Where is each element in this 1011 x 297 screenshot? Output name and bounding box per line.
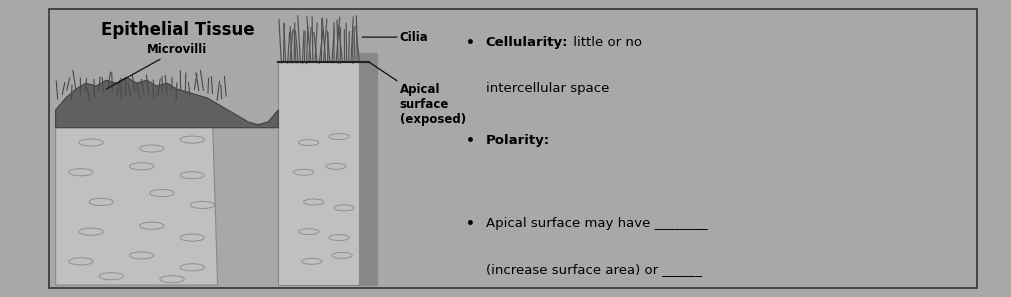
Text: Cilia: Cilia — [362, 31, 428, 44]
Text: intercellular space: intercellular space — [485, 82, 609, 95]
Bar — [278, 62, 364, 285]
Text: •: • — [465, 217, 474, 231]
Text: Cellularity:: Cellularity: — [485, 36, 568, 49]
Text: Epithelial Tissue: Epithelial Tissue — [101, 21, 255, 39]
Text: little or no: little or no — [568, 36, 641, 49]
Text: Microvilli: Microvilli — [106, 43, 207, 89]
Polygon shape — [56, 77, 278, 128]
Text: Apical
surface
(exposed): Apical surface (exposed) — [369, 62, 465, 126]
Polygon shape — [56, 104, 217, 285]
Text: •: • — [465, 134, 474, 148]
Text: Apical surface may have ________: Apical surface may have ________ — [485, 217, 707, 230]
Bar — [359, 53, 377, 285]
Text: (increase surface area) or ______: (increase surface area) or ______ — [485, 263, 702, 276]
Text: Polarity:: Polarity: — [485, 134, 549, 147]
Text: •: • — [465, 36, 474, 50]
